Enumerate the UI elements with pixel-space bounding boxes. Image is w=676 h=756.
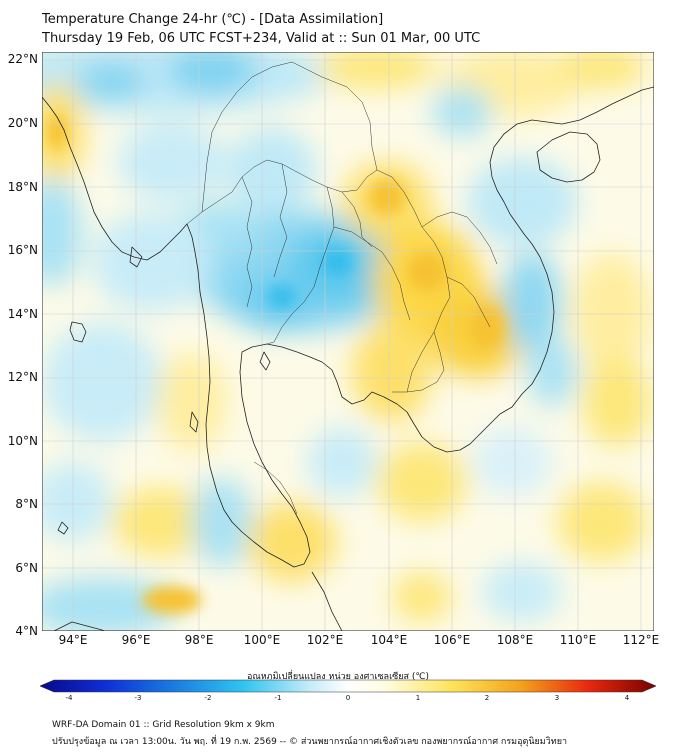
colorbar-tick: 3: [554, 694, 560, 702]
footer-credit: ปรับปรุงข้อมูล ณ เวลา 13:00น. วัน พฤ. ที…: [52, 737, 568, 747]
lat-label: 12°N: [7, 370, 38, 384]
lat-label: 8°N: [15, 497, 38, 511]
colorbar-tick: 4: [624, 694, 630, 702]
lat-label: 10°N: [7, 434, 38, 448]
lon-label: 102°E: [306, 633, 344, 647]
lat-label: 22°N: [7, 52, 38, 66]
colorbar-tick: 0: [345, 694, 351, 702]
lon-label: 98°E: [184, 633, 214, 647]
map-subtitle: Thursday 19 Feb, 06 UTC FCST+234, Valid …: [42, 31, 481, 46]
colorbar-tick: -3: [134, 694, 142, 702]
colorbar-gradient: [40, 679, 656, 693]
lon-label: 106°E: [433, 633, 471, 647]
colorbar-tick: -4: [65, 694, 73, 702]
lon-label: 100°E: [243, 633, 281, 647]
lon-label: 110°E: [559, 633, 597, 647]
lat-label: 20°N: [7, 116, 38, 130]
anomaly-field: [42, 52, 652, 631]
lon-label: 104°E: [370, 633, 408, 647]
colorbar-label: อุณหภูมิเปลี่ยนแปลง หน่วย องศาเซลเซียส (…: [246, 672, 430, 682]
temperature-change-map[interactable]: [42, 52, 654, 631]
lat-label: 6°N: [15, 561, 38, 575]
graticule: [42, 52, 654, 631]
anomaly-peaks: [47, 114, 505, 614]
map-title: Temperature Change 24-hr (℃) - [Data Ass…: [42, 12, 384, 27]
colorbar-tick: -1: [274, 694, 282, 702]
lat-label: 14°N: [7, 307, 38, 321]
lon-label: 96°E: [121, 633, 151, 647]
footer-model-info: WRF-DA Domain 01 :: Grid Resolution 9km …: [52, 720, 275, 730]
colorbar-tick: -2: [204, 694, 212, 702]
colorbar: [40, 679, 656, 693]
lat-label: 18°N: [7, 180, 38, 194]
admin-boundaries: [186, 61, 498, 515]
lat-label: 16°N: [7, 243, 38, 257]
lon-label: 112°E: [622, 633, 660, 647]
lat-label: 4°N: [15, 624, 38, 638]
colorbar-tick: 1: [415, 694, 421, 702]
lon-label: 108°E: [496, 633, 534, 647]
lon-label: 94°E: [58, 633, 88, 647]
colorbar-tick: 2: [484, 694, 490, 702]
